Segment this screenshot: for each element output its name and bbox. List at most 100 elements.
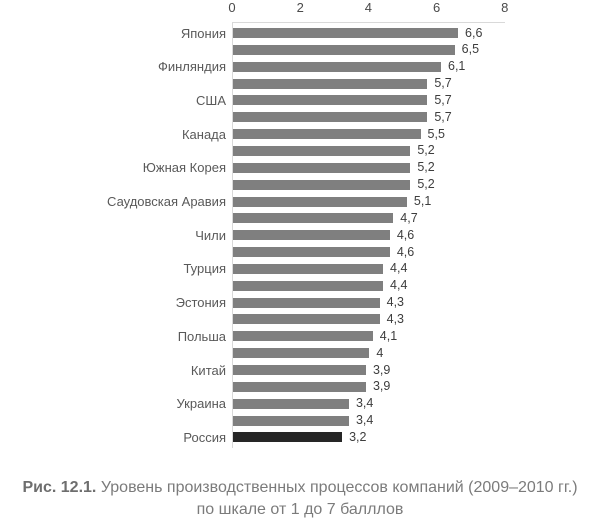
country-label: Канада <box>181 126 226 142</box>
caption-title-text: Уровень производственных процессов компа… <box>96 479 578 496</box>
bar <box>233 263 384 274</box>
x-axis-tick-label: 2 <box>296 0 304 15</box>
country-label: Чили <box>195 227 226 243</box>
country-label: Украина <box>176 396 227 412</box>
bar-value-label: 5,7 <box>434 76 452 91</box>
bar <box>233 432 343 443</box>
bar-value-label: 5,7 <box>434 92 452 107</box>
bar <box>233 381 366 392</box>
bar-row: 4,4 <box>0 277 600 294</box>
bar-row: США 5,7 <box>0 92 600 109</box>
bar <box>233 247 390 258</box>
bar-row: Китай 3,9 <box>0 362 600 379</box>
y-axis-line <box>232 22 233 448</box>
bar <box>233 213 394 224</box>
bar-value-label: 5,1 <box>413 194 432 208</box>
caption-figure-number: Рис. 12.1. <box>22 479 97 496</box>
bar-value-label: 4,4 <box>390 278 408 293</box>
bar-row: 4,6 <box>0 244 600 261</box>
bar <box>233 145 411 156</box>
bar-row: 5,2 <box>0 142 600 159</box>
bar-row: Чили 4,6 <box>0 227 600 244</box>
bar <box>233 61 441 72</box>
bar-row: 5,7 <box>0 109 600 126</box>
bar-value-label: 5,2 <box>417 143 435 158</box>
bar-row: 3,4 <box>0 412 600 429</box>
country-label: Турция <box>183 261 226 277</box>
bar-value-label: 4,3 <box>386 295 405 310</box>
bar <box>233 415 349 426</box>
x-axis-tick-label: 6 <box>432 0 441 15</box>
bar-value-label: 3,9 <box>372 379 391 394</box>
country-label: США <box>196 92 226 108</box>
caption-line-1: Рис. 12.1. Уровень производственных проц… <box>0 477 600 499</box>
bar-row: 4,7 <box>0 210 600 227</box>
bar <box>233 129 421 140</box>
bar-value-label: 4,6 <box>396 244 415 259</box>
x-axis-tick-label: 8 <box>501 0 509 15</box>
bar-value-label: 5,2 <box>417 177 435 192</box>
bar-value-label: 4,6 <box>396 227 415 242</box>
bar <box>233 28 459 38</box>
bar <box>233 314 380 325</box>
bar-row: 4,3 <box>0 311 600 328</box>
x-axis-tick-label: 0 <box>228 0 236 15</box>
x-axis-line <box>232 22 505 23</box>
country-label: Южная Корея <box>142 160 226 176</box>
bar <box>233 162 411 173</box>
bar-value-label: 4 <box>376 345 384 360</box>
bar <box>233 95 428 106</box>
country-label: Япония <box>180 25 226 41</box>
bar-row: 6,5 <box>0 41 600 58</box>
bar-value-label: 6,6 <box>465 25 483 40</box>
bar-row: Саудовская Аравия 5,1 <box>0 193 600 210</box>
bar-row: Эстония 4,3 <box>0 294 600 311</box>
bar-row: 5,2 <box>0 176 600 193</box>
bar <box>233 280 384 291</box>
bar-value-label: 4,3 <box>386 311 405 326</box>
figure-caption: Рис. 12.1. Уровень производственных проц… <box>0 477 600 520</box>
bar-row: Турция 4,4 <box>0 260 600 277</box>
bar-value-label: 5,5 <box>427 126 445 141</box>
bar-value-label: 3,9 <box>372 362 391 377</box>
caption-line-2: по шкале от 1 до 7 балллов <box>196 501 404 518</box>
x-axis-tick-label: 4 <box>364 0 373 15</box>
bar-row: Япония 6,6 <box>0 25 600 42</box>
bar <box>233 44 455 55</box>
bar-row: Финляндия 6,1 <box>0 58 600 75</box>
bar-value-label: 3,2 <box>349 429 367 444</box>
country-label: Польша <box>177 328 226 344</box>
country-label: Финляндия <box>157 59 226 75</box>
bar <box>233 398 349 409</box>
bar-row: 5,7 <box>0 75 600 92</box>
bar-value-label: 4,1 <box>379 328 398 343</box>
bar-row: Россия 3,2 <box>0 429 600 446</box>
bar <box>233 348 370 359</box>
bar <box>233 196 407 207</box>
bar <box>233 230 390 241</box>
bar-row: 3,9 <box>0 378 600 395</box>
bar-value-label: 6,5 <box>461 42 480 57</box>
bar-row: Польша 4,1 <box>0 328 600 345</box>
country-label: Китай <box>190 362 226 378</box>
country-label: Россия <box>183 429 226 445</box>
bar-value-label: 3,4 <box>355 413 374 428</box>
bar <box>233 331 373 342</box>
bar <box>233 297 380 308</box>
bar <box>233 112 428 123</box>
bar-row: 4 <box>0 345 600 362</box>
bar-row: Украина 3,4 <box>0 395 600 412</box>
country-label: Саудовская Аравия <box>107 194 226 209</box>
bar-value-label: 4,4 <box>390 261 408 276</box>
country-label: Эстония <box>175 295 226 311</box>
bar-row: Канада 5,5 <box>0 126 600 143</box>
bar-value-label: 5,7 <box>434 109 452 124</box>
bar <box>233 78 428 89</box>
bar <box>233 365 366 375</box>
bar-value-label: 5,2 <box>417 160 435 175</box>
bar-value-label: 6,1 <box>448 59 466 74</box>
bar <box>233 179 411 190</box>
bar-row: Южная Корея 5,2 <box>0 159 600 176</box>
